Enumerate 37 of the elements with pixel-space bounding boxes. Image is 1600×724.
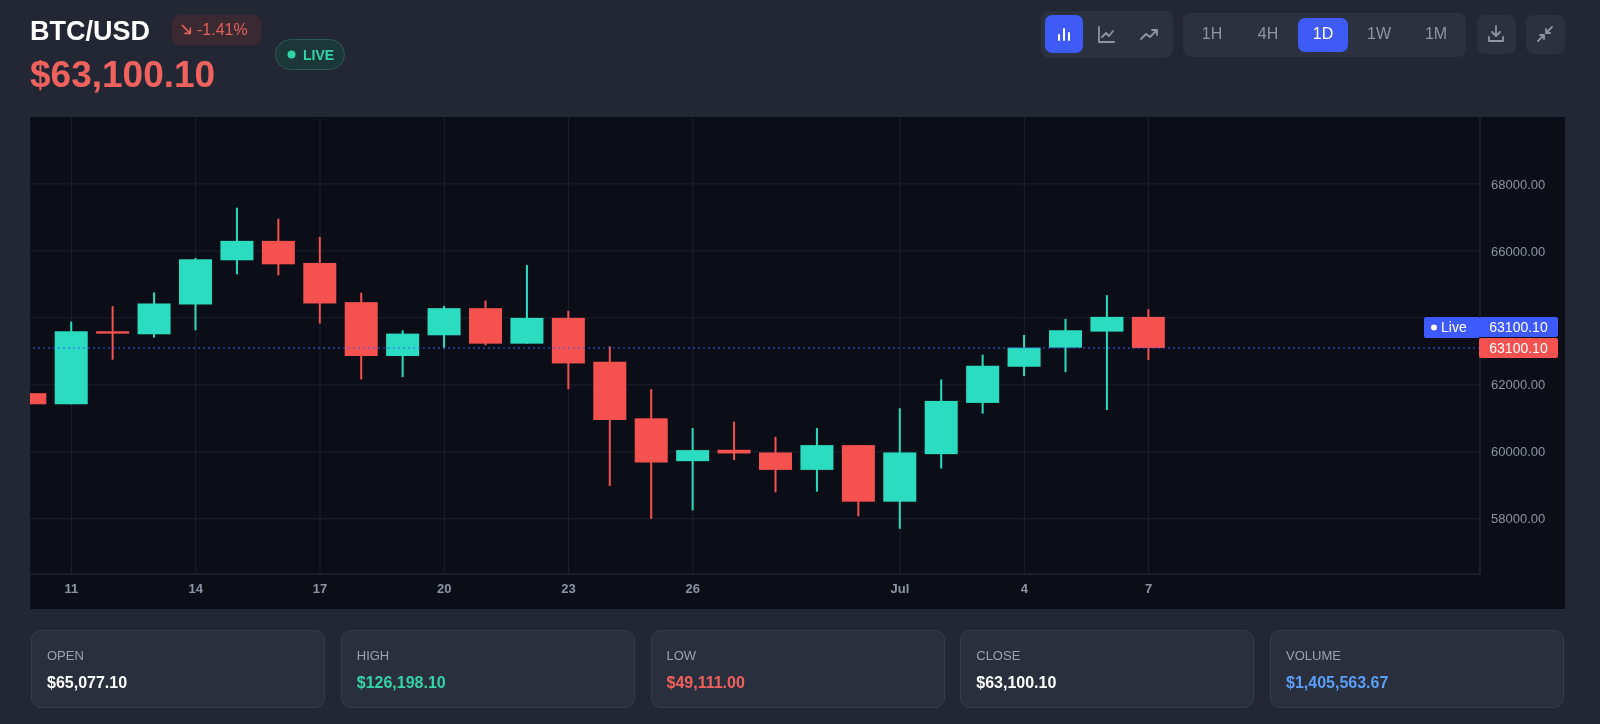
y-tick-label: 62000.00 bbox=[1491, 377, 1546, 393]
y-tick-label: 60000.00 bbox=[1491, 444, 1546, 460]
x-tick-label: 17 bbox=[312, 581, 328, 597]
text: $126,198.10 bbox=[356, 674, 446, 692]
x-tick-label: 14 bbox=[188, 581, 204, 597]
x-tick-label: 26 bbox=[685, 581, 701, 597]
text: $49,111.00 bbox=[666, 674, 745, 692]
text: OPEN bbox=[47, 648, 84, 663]
chart-subtitle: $63,100.10 bbox=[30, 54, 216, 96]
text: 63100.10 bbox=[1479, 319, 1558, 335]
text: $65,077.10 bbox=[47, 674, 128, 692]
text: 1W bbox=[1366, 25, 1392, 43]
text: CLOSE bbox=[976, 648, 1021, 663]
x-tick-label: 23 bbox=[561, 581, 576, 597]
ref-line-label: Live bbox=[1441, 319, 1467, 336]
y-tick-label: 66000.00 bbox=[1491, 243, 1546, 259]
x-tick-label: 7 bbox=[1144, 581, 1153, 597]
text: 1D bbox=[1311, 25, 1335, 43]
candlestick bbox=[96, 306, 130, 360]
text: -1.41% bbox=[197, 21, 248, 39]
y-tick-label: 58000.00 bbox=[1491, 511, 1546, 527]
text: $63,100.10 bbox=[976, 674, 1057, 692]
y-tick-label: 68000.00 bbox=[1491, 176, 1546, 192]
x-tick-label: 4 bbox=[1020, 581, 1029, 597]
text: 1H bbox=[1200, 25, 1224, 43]
text: LOW bbox=[666, 648, 697, 663]
text: 63100.10 bbox=[1479, 340, 1558, 356]
text: $1,405,563.67 bbox=[1286, 674, 1389, 692]
x-tick-label: 11 bbox=[64, 581, 79, 597]
x-tick-label: 20 bbox=[437, 581, 452, 597]
x-tick-label: Jul bbox=[890, 581, 910, 597]
text: HIGH bbox=[356, 648, 390, 663]
text: LIVE bbox=[303, 47, 335, 63]
text: VOLUME bbox=[1286, 648, 1341, 663]
chart-title: BTC/USD bbox=[30, 16, 150, 47]
text: 1M bbox=[1423, 25, 1449, 43]
text: 4H bbox=[1256, 25, 1280, 43]
